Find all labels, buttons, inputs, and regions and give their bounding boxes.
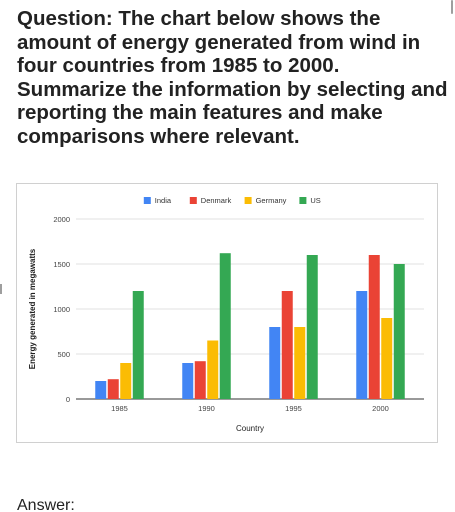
y-tick-label: 500: [57, 350, 70, 359]
bar-us-1985: [132, 291, 144, 399]
x-axis-label: Country: [236, 424, 264, 433]
y-tick-label: 2000: [53, 215, 70, 224]
x-axis-ticks: 1985 1990 1995 2000: [111, 404, 389, 413]
x-tick-label: 2000: [372, 404, 389, 413]
answer-label: Answer:: [17, 497, 75, 512]
bar-denmark-1995: [281, 291, 293, 399]
legend-swatch-germany: [244, 197, 252, 204]
y-tick-label: 0: [66, 395, 70, 404]
bar-india-1995: [269, 327, 281, 399]
bar-india-2000: [356, 291, 368, 399]
bar-germany-1995: [294, 327, 306, 399]
x-tick-label: 1995: [285, 404, 302, 413]
y-tick-label: 1000: [53, 305, 70, 314]
legend-swatch-denmark: [189, 197, 197, 204]
bar-denmark-1990: [194, 361, 206, 399]
bar-denmark-2000: [368, 255, 380, 399]
scrollbar-thumb[interactable]: [451, 0, 453, 14]
bar-india-1985: [95, 381, 107, 399]
bar-germany-1990: [207, 340, 219, 399]
bar-us-1995: [306, 255, 318, 399]
bar-chart: 0 500 1000 1500 2000 1985 1990 1995 2000 India D…: [28, 196, 424, 433]
bar-denmark-1985: [107, 379, 119, 399]
legend-label-denmark: Denmark: [201, 196, 232, 205]
side-marker: [0, 284, 2, 294]
y-axis-label: Energy generated in megawatts: [28, 248, 37, 369]
chart-container: 0 500 1000 1500 2000 1985 1990 1995 2000 India D…: [16, 183, 438, 443]
x-tick-label: 1990: [198, 404, 215, 413]
legend-swatch-us: [299, 197, 307, 204]
y-tick-label: 1500: [53, 260, 70, 269]
legend-swatch-india: [143, 197, 151, 204]
bar-germany-1985: [120, 363, 132, 399]
bar-india-1990: [182, 363, 194, 399]
legend-label-us: US: [310, 196, 320, 205]
x-tick-label: 1985: [111, 404, 128, 413]
legend-label-india: India: [155, 196, 172, 205]
bar-germany-2000: [381, 318, 393, 399]
bars: [95, 253, 405, 399]
legend-label-germany: Germany: [256, 196, 287, 205]
legend: India Denmark Germany US: [143, 196, 321, 205]
question-text: Question: The chart below shows the amou…: [17, 7, 448, 148]
bar-us-2000: [393, 264, 405, 399]
y-axis-ticks: 0 500 1000 1500 2000: [53, 215, 70, 404]
bar-us-1990: [219, 253, 231, 399]
